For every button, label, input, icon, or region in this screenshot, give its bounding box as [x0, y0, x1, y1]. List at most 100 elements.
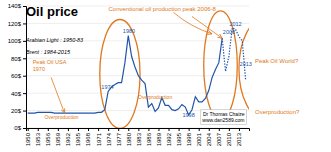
annotation: Peak Oil World?	[255, 58, 299, 64]
x-tick: 1980	[126, 128, 132, 146]
x-tick: 2004	[206, 128, 212, 146]
annotation: 2012	[229, 21, 241, 27]
chart-container: 0$20$40$60$80$100$120$140$19501953195619…	[0, 0, 331, 152]
x-axis-line	[27, 129, 250, 132]
annotation-line: Peak Oil USA	[33, 59, 67, 65]
y-axis-line	[23, 7, 27, 129]
x-tick-label: 2010	[226, 132, 232, 146]
x-tick: 2013	[236, 128, 242, 146]
x-tick: 2010	[226, 128, 232, 146]
x-tick-label: 2004	[206, 132, 212, 146]
highlight-ellipse	[239, 17, 249, 120]
x-tick-label: 1980	[126, 132, 132, 146]
annotation: 2008	[223, 29, 235, 35]
y-tick-label: 40$	[11, 91, 22, 97]
annotation-arrow	[192, 16, 222, 38]
x-tick: 1998	[186, 128, 192, 146]
x-tick-label: 1971	[96, 132, 102, 146]
x-tick-mark	[38, 128, 39, 131]
grid	[26, 6, 249, 128]
x-tick-label: 1983	[136, 132, 142, 146]
x-tick-mark	[169, 128, 170, 131]
x-tick-mark	[118, 128, 119, 131]
y-tick-mark	[23, 76, 26, 77]
x-tick: 1968	[85, 128, 91, 146]
x-tick-label: 1974	[106, 132, 112, 146]
y-axis: 0$ 20$ 40$ 60$ 80$ 100$ 120$ 140$	[8, 3, 27, 131]
y-tick-mark	[23, 58, 26, 59]
credit-box	[201, 110, 246, 125]
x-tick-label: 1968	[85, 132, 91, 146]
annotation: Overproduction?	[255, 109, 300, 115]
annotation: Conventional oil production peak 2006-8	[109, 6, 217, 12]
price-line	[28, 36, 222, 115]
x-tick-label: 1977	[116, 132, 122, 146]
y-tick-mark	[23, 23, 26, 24]
annotation: Peak Oil USA1970	[33, 59, 67, 71]
y-tick-label: 60$	[11, 73, 22, 79]
x-tick-label: 2013	[236, 132, 242, 146]
grid-line	[26, 23, 249, 24]
x-tick-mark	[28, 128, 29, 131]
y-tick: 0$	[14, 125, 26, 131]
y-tick: 140$	[8, 3, 26, 9]
x-tick-mark	[128, 128, 129, 131]
x-tick-mark	[239, 128, 240, 131]
highlight-ellipse	[204, 11, 238, 120]
credit: Dr Thomas Chaizewww.dan2589.com	[202, 111, 244, 123]
x-tick: 1962	[65, 128, 71, 146]
plot-content	[28, 11, 249, 128]
grid-line	[26, 75, 249, 76]
x-axis: 1950195319561959196219651968197119741977…	[25, 128, 249, 146]
x-tick-label: 1992	[166, 132, 172, 146]
x-tick: 2007	[216, 128, 222, 146]
y-tick-mark	[23, 128, 26, 129]
y-tick: 100$	[8, 38, 26, 44]
highlight-ellipse	[100, 19, 140, 128]
y-tick: 120$	[8, 21, 26, 27]
plot-area: 0$20$40$60$80$100$120$140$19501953195619…	[8, 3, 300, 146]
y-tick-label: 20$	[11, 108, 22, 114]
y-tick-label: 140$	[8, 3, 22, 9]
x-tick-mark	[68, 128, 69, 131]
x-tick-mark	[199, 128, 200, 131]
annotation: Overproduction	[44, 114, 78, 120]
annotation-arrows	[51, 12, 222, 113]
x-tick-mark	[98, 128, 99, 131]
annotation: 2013	[240, 61, 252, 67]
x-tick: 1959	[55, 128, 61, 146]
x-tick-mark	[88, 128, 89, 131]
x-tick: 1989	[156, 128, 162, 146]
x-tick-mark	[209, 128, 210, 131]
x-tick-mark	[219, 128, 220, 131]
y-tick-mark	[23, 93, 26, 94]
subtitle: Brent : 1984-2015	[26, 49, 71, 55]
texts: Oil priceArabian Light : 1950-83Brent : …	[25, 4, 300, 124]
x-tick: 1974	[106, 128, 112, 146]
x-tick-label: 1950	[25, 132, 31, 146]
y-tick: 80$	[11, 56, 26, 62]
annotation: 1980	[123, 28, 135, 34]
y-tick-label: 80$	[11, 56, 22, 62]
x-tick-label: 1989	[156, 132, 162, 146]
x-tick: 1986	[146, 128, 152, 146]
x-tick: 1965	[75, 128, 81, 146]
x-tick-label: 2001	[196, 132, 202, 146]
x-tick-mark	[108, 128, 109, 131]
annotation: 1998	[183, 112, 195, 118]
annotation-arrow	[51, 77, 64, 113]
x-tick: 1971	[96, 128, 102, 146]
x-tick: 1956	[45, 128, 51, 146]
x-tick-mark	[138, 128, 139, 131]
y-tick: 40$	[11, 91, 26, 97]
subtitle: Arabian Light : 1950-83	[25, 37, 84, 43]
x-tick-mark	[189, 128, 190, 131]
x-tick-mark	[158, 128, 159, 131]
y-tick-label: 0$	[14, 125, 21, 131]
x-tick-label: 1956	[45, 132, 51, 146]
y-tick-label: 120$	[8, 21, 22, 27]
y-tick: 60$	[11, 73, 26, 79]
credit-line: www.dan2589.com	[202, 117, 244, 123]
x-tick-label: 2007	[216, 132, 222, 146]
annotation-line: 1970	[33, 66, 45, 72]
